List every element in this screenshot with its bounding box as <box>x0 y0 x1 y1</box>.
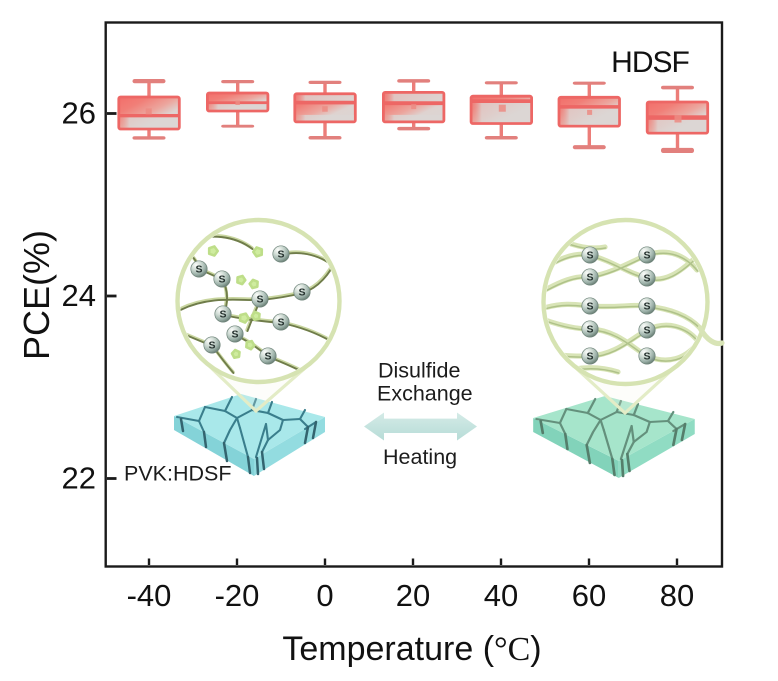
svg-text:60: 60 <box>572 578 606 613</box>
svg-text:HDSF: HDSF <box>611 46 689 79</box>
svg-text:Heating: Heating <box>383 445 457 469</box>
svg-text:24: 24 <box>62 278 96 313</box>
svg-text:Temperature (°C): Temperature (°C) <box>282 630 541 668</box>
svg-text:S: S <box>208 340 215 352</box>
svg-text:S: S <box>586 351 593 363</box>
svg-text:S: S <box>277 317 284 329</box>
svg-text:20: 20 <box>396 578 430 613</box>
svg-text:S: S <box>264 351 271 363</box>
svg-text:S: S <box>643 351 650 363</box>
svg-text:S: S <box>586 272 593 284</box>
svg-text:S: S <box>219 309 226 321</box>
svg-text:S: S <box>277 249 284 261</box>
svg-text:S: S <box>231 329 238 341</box>
svg-text:S: S <box>643 250 650 262</box>
svg-text:PVK:HDSF: PVK:HDSF <box>124 462 232 486</box>
svg-text:Exchange: Exchange <box>377 382 473 406</box>
svg-text:S: S <box>195 264 202 276</box>
svg-text:PCE(%): PCE(%) <box>16 230 57 360</box>
svg-text:40: 40 <box>484 578 518 613</box>
svg-text:S: S <box>298 287 305 299</box>
svg-text:S: S <box>586 301 593 313</box>
svg-text:S: S <box>586 250 593 262</box>
svg-text:S: S <box>643 301 650 313</box>
svg-text:26: 26 <box>62 96 96 131</box>
svg-text:S: S <box>643 325 650 337</box>
svg-text:Disulfide: Disulfide <box>378 359 460 383</box>
svg-text:S: S <box>643 273 650 285</box>
svg-text:S: S <box>218 274 225 286</box>
svg-text:S: S <box>586 324 593 336</box>
svg-text:80: 80 <box>660 578 694 613</box>
svg-text:0: 0 <box>316 578 333 613</box>
svg-text:-40: -40 <box>127 578 172 613</box>
svg-text:22: 22 <box>62 461 96 496</box>
svg-text:S: S <box>256 294 263 306</box>
svg-text:-20: -20 <box>215 578 260 613</box>
